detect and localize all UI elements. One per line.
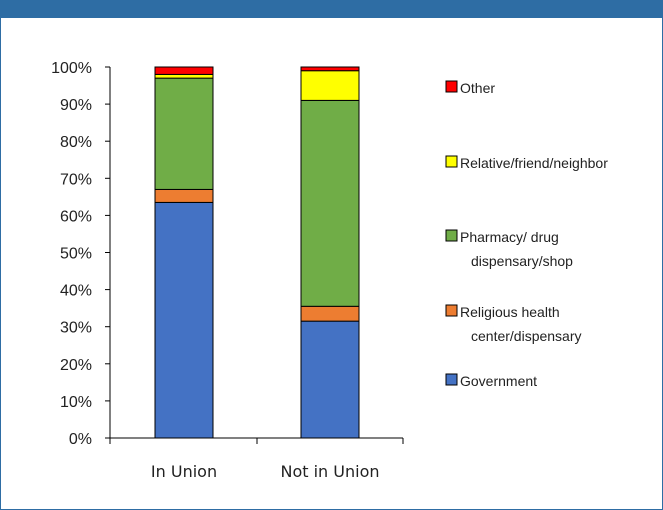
bar-segment-in-union-2 [154,77,214,190]
y-tick-label-10: 100% [51,60,92,77]
legend-swatch-1 [445,155,458,168]
bar-segment-in-union-0 [154,201,214,439]
y-tick-label-7: 70% [60,171,92,188]
legend-swatch-2 [445,229,458,242]
legend-label-3-0: Religious health [460,304,560,320]
legend-label-3-1: center/dispensary [471,328,582,344]
legend-swatch-0 [445,80,458,93]
legend-label-2-1: dispensary/shop [471,253,573,269]
bar-segment-in-union-3 [154,73,214,79]
legend-label-1-0: Relative/friend/neighbor [460,155,608,171]
legend-label-0-0: Other [460,80,495,96]
bar-segment-not-in-union-2 [300,99,360,307]
legend-swatch-3 [445,304,458,317]
y-tick-label-3: 30% [60,320,92,337]
y-tick-label-4: 40% [60,283,92,300]
legend-label-2-0: Pharmacy/ drug [460,229,559,245]
x-category-label-1: Not in Union [280,462,379,481]
bar-segment-in-union-1 [154,188,214,203]
y-tick-label-9: 90% [60,97,92,114]
legend-swatch-4 [445,373,458,386]
header-bar [0,0,663,18]
x-category-label-0: In Union [151,462,217,481]
y-tick-label-6: 60% [60,208,92,225]
y-tick-label-0: 0% [69,431,92,448]
y-tick-label-5: 50% [60,246,92,263]
y-ticks-group: 0% 10% 20% 30% 40% 50% 60% 70% 80% 90% 100% [51,60,110,448]
bars-group [154,66,360,439]
legend-label-4-0: Government [460,373,537,389]
x-categories-group: In Union Not in Union [151,462,380,481]
y-tick-label-2: 20% [60,357,92,374]
bar-segment-not-in-union-3 [300,70,360,101]
y-tick-label-1: 10% [60,394,92,411]
bar-segment-not-in-union-4 [300,66,360,72]
bar-segment-in-union-4 [154,66,214,75]
y-tick-label-8: 80% [60,134,92,151]
bar-segment-not-in-union-0 [300,320,360,439]
bar-segment-not-in-union-1 [300,305,360,322]
legend: Other Relative/friend/neighbor Pharmacy/ d… [445,80,608,389]
